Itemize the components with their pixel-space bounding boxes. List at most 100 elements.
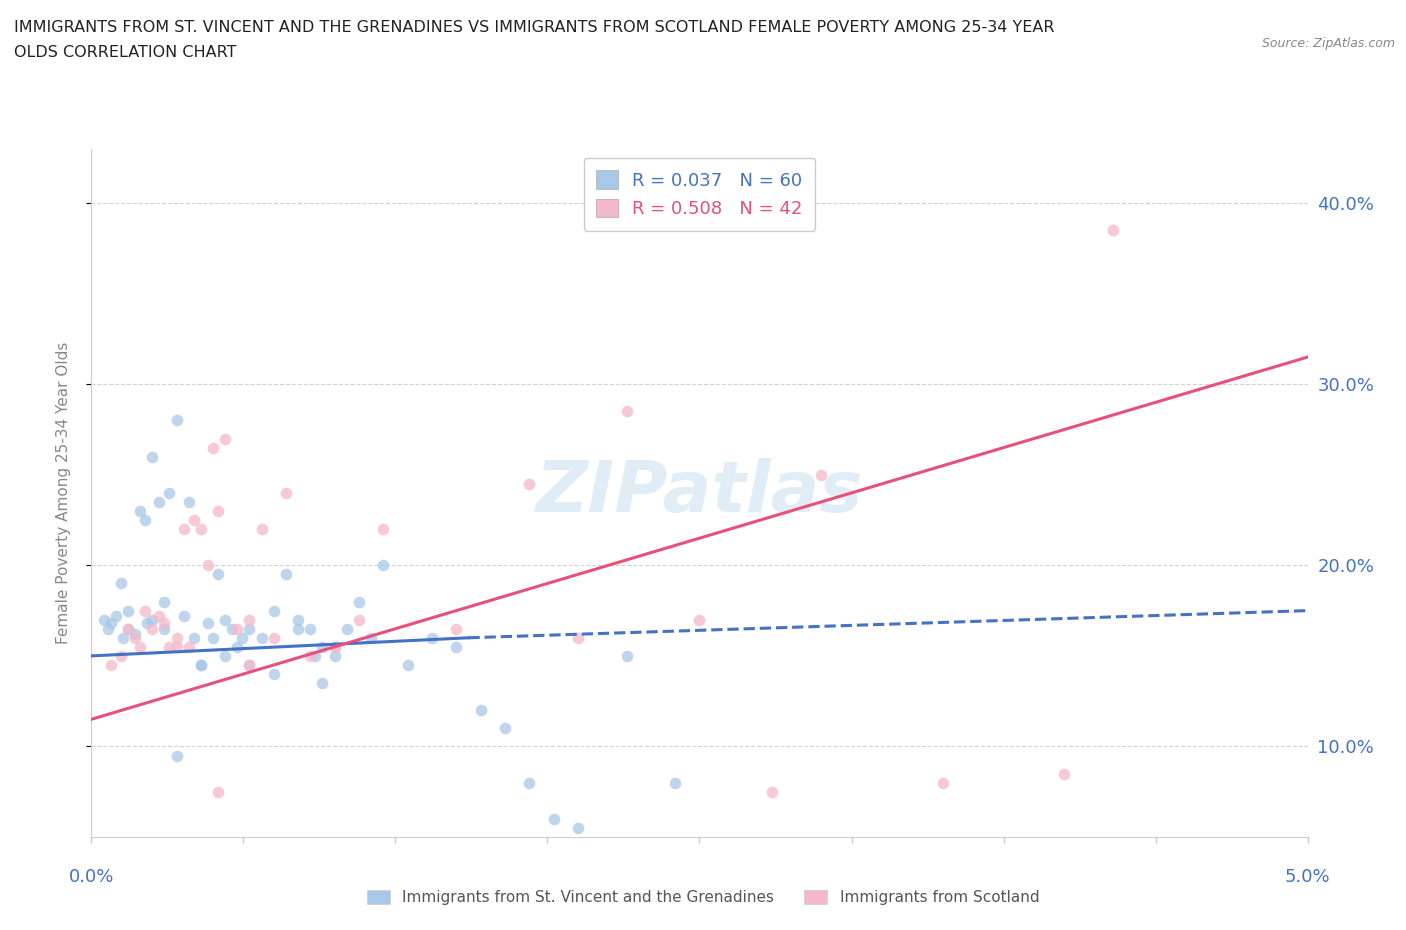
Point bbox=[97, 621, 120, 636]
Legend: R = 0.037   N = 60, R = 0.508   N = 42: R = 0.037 N = 60, R = 0.508 N = 42 bbox=[583, 158, 815, 231]
Point bbox=[197, 558, 219, 573]
Point bbox=[207, 503, 229, 518]
Point bbox=[166, 631, 188, 645]
Point bbox=[141, 621, 163, 636]
Point bbox=[470, 703, 492, 718]
Point bbox=[494, 721, 516, 736]
Point bbox=[373, 558, 395, 573]
Point bbox=[323, 648, 346, 663]
Point bbox=[202, 631, 225, 645]
Point bbox=[166, 413, 188, 428]
Point bbox=[207, 784, 229, 799]
Point bbox=[420, 631, 443, 645]
Point bbox=[153, 621, 176, 636]
Point bbox=[177, 640, 200, 655]
Point bbox=[517, 476, 540, 491]
Point bbox=[110, 576, 132, 591]
Point bbox=[360, 631, 382, 645]
Point bbox=[134, 512, 156, 527]
Point bbox=[287, 612, 309, 627]
Point bbox=[664, 776, 686, 790]
Text: Source: ZipAtlas.com: Source: ZipAtlas.com bbox=[1261, 37, 1395, 50]
Point bbox=[263, 631, 285, 645]
Point bbox=[287, 621, 309, 636]
Point bbox=[166, 748, 188, 763]
Point bbox=[111, 631, 134, 645]
Point bbox=[173, 608, 195, 623]
Point bbox=[263, 604, 285, 618]
Point bbox=[190, 658, 212, 672]
Point bbox=[214, 432, 236, 446]
Point bbox=[1102, 223, 1125, 238]
Point bbox=[177, 495, 200, 510]
Point bbox=[396, 658, 419, 672]
Point bbox=[136, 616, 159, 631]
Point bbox=[226, 621, 249, 636]
Point bbox=[311, 640, 333, 655]
Point bbox=[688, 612, 710, 627]
Point bbox=[183, 512, 205, 527]
Point bbox=[207, 567, 229, 582]
Point bbox=[202, 440, 225, 455]
Point bbox=[299, 648, 322, 663]
Point bbox=[141, 449, 163, 464]
Point bbox=[100, 658, 122, 672]
Point bbox=[274, 567, 297, 582]
Text: OLDS CORRELATION CHART: OLDS CORRELATION CHART bbox=[14, 45, 236, 60]
Text: IMMIGRANTS FROM ST. VINCENT AND THE GRENADINES VS IMMIGRANTS FROM SCOTLAND FEMAL: IMMIGRANTS FROM ST. VINCENT AND THE GREN… bbox=[14, 20, 1054, 35]
Point bbox=[761, 784, 783, 799]
Point bbox=[444, 621, 467, 636]
Point bbox=[173, 522, 195, 537]
Point bbox=[117, 604, 139, 618]
Point bbox=[238, 658, 260, 672]
Point bbox=[311, 675, 333, 690]
Point bbox=[117, 621, 139, 636]
Point bbox=[153, 594, 176, 609]
Point bbox=[931, 776, 953, 790]
Point bbox=[124, 631, 146, 645]
Point bbox=[323, 640, 346, 655]
Point bbox=[567, 631, 589, 645]
Point bbox=[231, 631, 253, 645]
Point bbox=[226, 640, 249, 655]
Point bbox=[190, 522, 212, 537]
Point bbox=[299, 621, 322, 636]
Point bbox=[373, 522, 395, 537]
Point bbox=[347, 612, 370, 627]
Point bbox=[238, 621, 260, 636]
Point bbox=[1053, 766, 1076, 781]
Point bbox=[117, 621, 139, 636]
Text: 0.0%: 0.0% bbox=[69, 868, 114, 885]
Point bbox=[124, 627, 146, 642]
Y-axis label: Female Poverty Among 25-34 Year Olds: Female Poverty Among 25-34 Year Olds bbox=[56, 341, 70, 644]
Legend: Immigrants from St. Vincent and the Grenadines, Immigrants from Scotland: Immigrants from St. Vincent and the Gren… bbox=[361, 884, 1045, 911]
Point bbox=[148, 495, 170, 510]
Point bbox=[304, 648, 326, 663]
Point bbox=[517, 776, 540, 790]
Point bbox=[141, 612, 163, 627]
Point bbox=[134, 604, 156, 618]
Point bbox=[190, 658, 212, 672]
Point bbox=[347, 594, 370, 609]
Point bbox=[250, 522, 273, 537]
Point bbox=[129, 640, 152, 655]
Text: ZIPatlas: ZIPatlas bbox=[536, 458, 863, 527]
Point bbox=[238, 658, 260, 672]
Point bbox=[336, 621, 359, 636]
Point bbox=[197, 616, 219, 631]
Point bbox=[157, 485, 180, 500]
Point bbox=[110, 648, 132, 663]
Point bbox=[238, 612, 260, 627]
Point bbox=[444, 640, 467, 655]
Point bbox=[214, 612, 236, 627]
Point bbox=[100, 616, 122, 631]
Point bbox=[166, 640, 188, 655]
Point bbox=[543, 812, 565, 827]
Point bbox=[153, 616, 176, 631]
Point bbox=[183, 631, 205, 645]
Point bbox=[616, 404, 638, 418]
Point bbox=[93, 612, 115, 627]
Point bbox=[148, 608, 170, 623]
Point bbox=[616, 648, 638, 663]
Point bbox=[263, 667, 285, 682]
